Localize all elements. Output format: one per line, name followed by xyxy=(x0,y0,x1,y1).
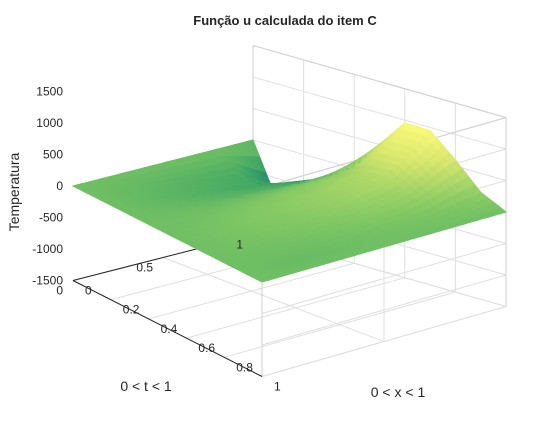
x-tick-label-5: 1 xyxy=(274,380,281,394)
t-tick-label-0: 0 xyxy=(56,284,63,298)
surface-mesh xyxy=(71,122,508,283)
edge-top-back-left xyxy=(252,45,507,118)
x-tick-label-2: 0.4 xyxy=(161,322,178,336)
z-tick-label-1: -1000 xyxy=(32,242,63,256)
z-tick-label-0: -1500 xyxy=(32,274,63,288)
z-tick-label-4: 500 xyxy=(43,148,63,162)
surface-cell-0-0 xyxy=(71,184,84,189)
t-tick-label-2: 1 xyxy=(236,238,243,252)
grid-t-floor-1 xyxy=(162,257,385,342)
z-tick-label-6: 1500 xyxy=(36,85,63,99)
x-tick-label-0: 0 xyxy=(85,284,92,298)
chart-title: Função u calculada do item C xyxy=(193,13,377,28)
t-tick-label-1: 0.5 xyxy=(136,261,153,275)
x-tick-label-1: 0.2 xyxy=(123,303,140,317)
x-axis-line xyxy=(72,280,263,377)
z-tick-label-3: 0 xyxy=(56,179,63,193)
x-axis-label: 0 < x < 1 xyxy=(371,384,426,400)
tick-labels: -1500 -1000 -500 0 500 1000 1500 0 0.5 1 0 0.2 0.4 0.… xyxy=(32,85,281,394)
x-tick-label-3: 0.6 xyxy=(198,341,215,355)
x-tick-label-4: 0.8 xyxy=(236,360,253,374)
z-axis-label: Temperatura xyxy=(6,152,22,231)
t-axis-label: 0 < t < 1 xyxy=(120,378,172,394)
grid-z-back-left-5 xyxy=(252,76,507,150)
z-tick-label-5: 1000 xyxy=(36,116,63,130)
z-tick-label-2: -500 xyxy=(39,211,63,225)
